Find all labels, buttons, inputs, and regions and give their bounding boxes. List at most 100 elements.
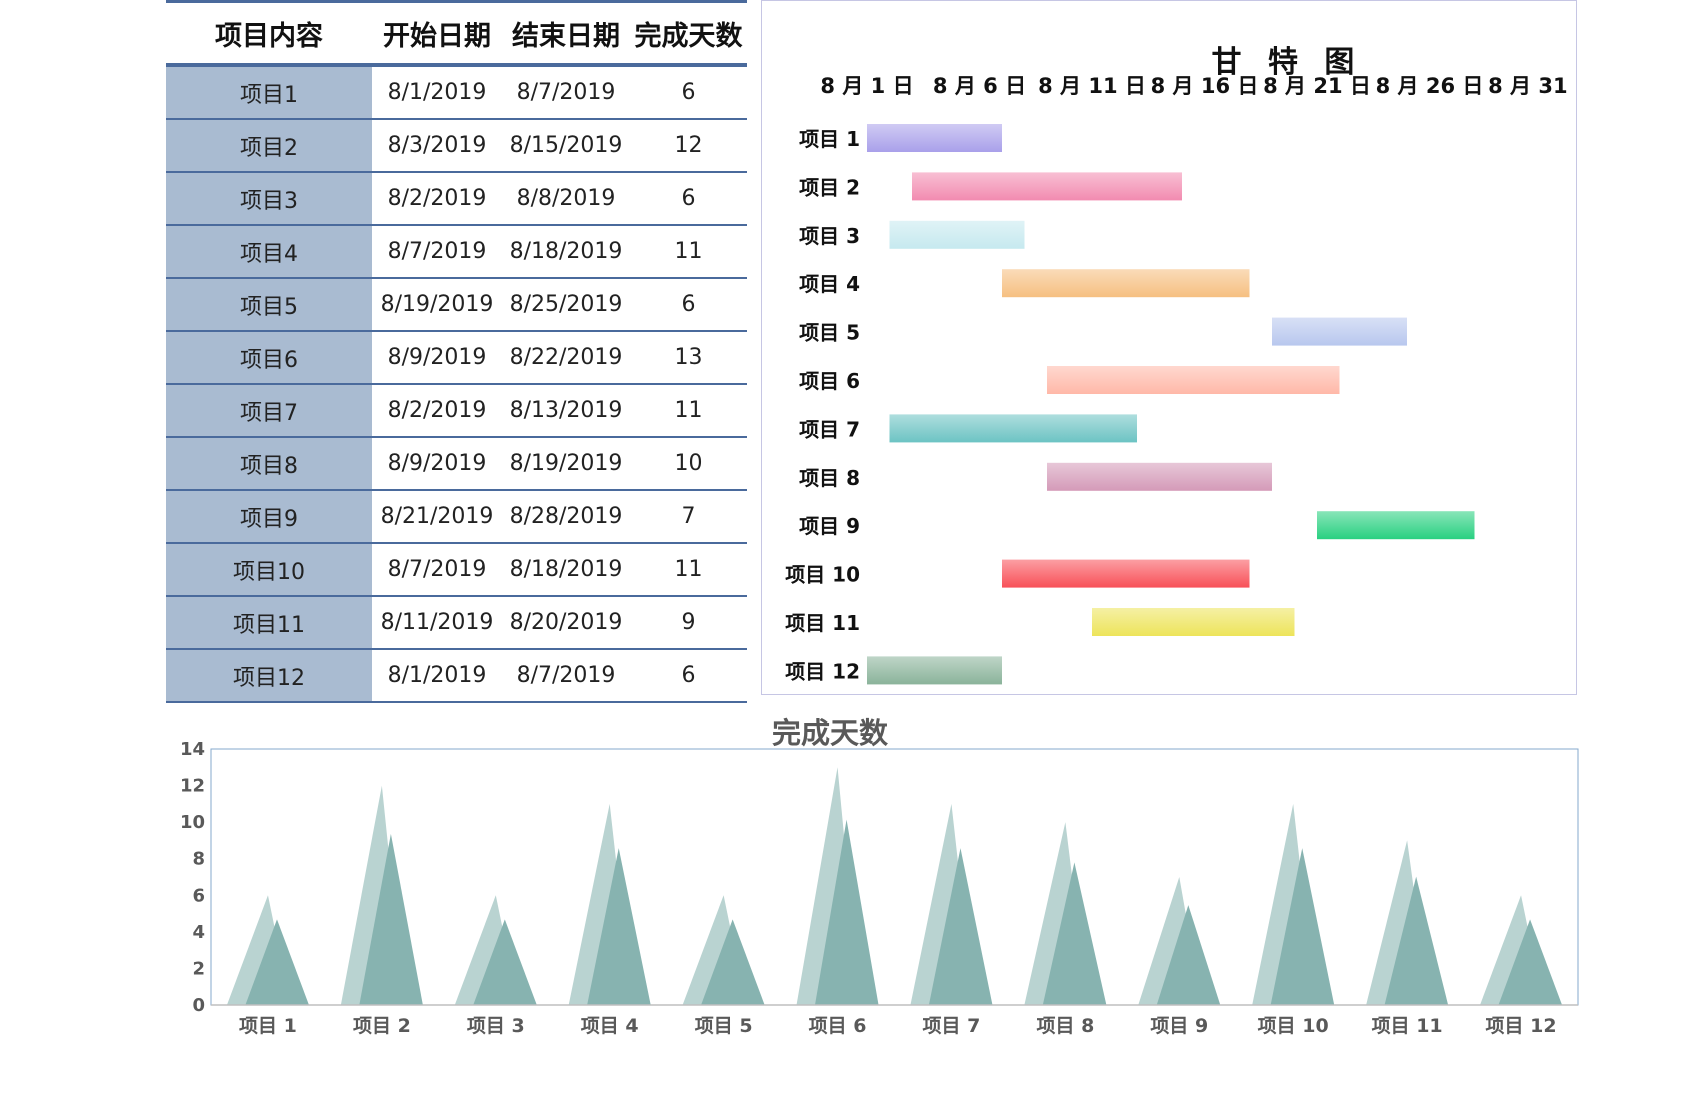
cell-end-date: 8/20/2019 [502, 596, 630, 650]
table-row: 项目2 8/3/2019 8/15/2019 12 [166, 119, 747, 173]
gantt-x-tick-label: 8 月 11 日 [1038, 74, 1146, 98]
table-row: 项目10 8/7/2019 8/18/2019 11 [166, 543, 747, 597]
cell-start-date: 8/1/2019 [372, 65, 502, 120]
area-x-tick-label: 项目 4 [581, 1015, 639, 1037]
area-x-tick-label: 项目 8 [1036, 1015, 1094, 1037]
gantt-bar [1092, 608, 1295, 636]
cell-end-date: 8/22/2019 [502, 331, 630, 385]
area-y-tick-label: 14 [180, 739, 205, 760]
cell-days: 6 [630, 65, 747, 120]
cell-end-date: 8/28/2019 [502, 490, 630, 544]
table-row: 项目7 8/2/2019 8/13/2019 11 [166, 384, 747, 438]
table-header-row: 项目内容 开始日期 结束日期 完成天数 [166, 0, 747, 67]
gantt-bar [889, 220, 1025, 249]
cell-start-date: 8/9/2019 [372, 437, 502, 491]
gantt-category-label: 项目 10 [785, 563, 860, 587]
gantt-bar [1272, 317, 1407, 346]
cell-start-date: 8/7/2019 [372, 543, 502, 597]
area-peak [245, 919, 309, 1005]
gantt-x-tick-label: 8 月 1 日 [820, 74, 913, 98]
cell-days: 6 [630, 172, 747, 226]
area-y-tick-label: 8 [192, 849, 205, 870]
gantt-bar [1047, 462, 1272, 491]
cell-start-date: 8/19/2019 [372, 278, 502, 332]
cell-end-date: 8/8/2019 [502, 172, 630, 226]
cell-days: 6 [630, 649, 747, 703]
area-peak [1156, 905, 1221, 1005]
cell-start-date: 8/21/2019 [372, 490, 502, 544]
gantt-x-tick-label: 8 月 26 日 [1376, 74, 1484, 98]
gantt-category-label: 项目 1 [799, 127, 860, 151]
area-y-tick-label: 12 [180, 776, 205, 797]
cell-project: 项目8 [166, 437, 372, 491]
cell-project: 项目7 [166, 384, 372, 438]
cell-days: 11 [630, 543, 747, 597]
gantt-category-label: 项目 2 [799, 175, 860, 199]
gantt-category-label: 项目 9 [799, 514, 860, 538]
area-x-tick-label: 项目 7 [923, 1015, 981, 1037]
area-y-tick-label: 10 [180, 812, 205, 833]
gantt-x-tick-label: 8 月 31 日 [1488, 74, 1578, 98]
cell-project: 项目4 [166, 225, 372, 279]
area-x-tick-label: 项目 12 [1486, 1015, 1557, 1037]
cell-start-date: 8/11/2019 [372, 596, 502, 650]
cell-days: 11 [630, 384, 747, 438]
area-peak [928, 848, 993, 1005]
gantt-x-tick-label: 8 月 16 日 [1151, 74, 1259, 98]
area-plot-frame [210, 748, 1579, 1006]
area-x-tick-label: 项目 9 [1150, 1015, 1208, 1037]
area-x-tick-label: 项目 11 [1372, 1015, 1443, 1037]
area-peak [1498, 919, 1563, 1005]
area-peak [701, 919, 765, 1005]
gantt-category-label: 项目 7 [799, 417, 860, 441]
cell-project: 项目3 [166, 172, 372, 226]
gantt-bar [912, 172, 1182, 201]
area-peak [587, 848, 651, 1005]
gantt-bar [889, 414, 1137, 443]
table-row: 项目12 8/1/2019 8/7/2019 6 [166, 649, 747, 703]
cell-start-date: 8/3/2019 [372, 119, 502, 173]
area-x-tick-label: 项目 3 [467, 1015, 525, 1037]
area-y-tick-label: 0 [192, 995, 205, 1016]
gantt-category-label: 项目 5 [799, 321, 860, 345]
gantt-category-label: 项目 11 [785, 611, 860, 635]
table-row: 项目6 8/9/2019 8/22/2019 13 [166, 331, 747, 385]
cell-end-date: 8/18/2019 [502, 225, 630, 279]
gantt-category-label: 项目 4 [799, 272, 860, 296]
cell-start-date: 8/2/2019 [372, 384, 502, 438]
area-y-tick-label: 6 [192, 885, 205, 906]
cell-start-date: 8/9/2019 [372, 331, 502, 385]
gantt-category-label: 项目 12 [785, 659, 860, 683]
gantt-bar [1317, 511, 1475, 540]
table-row: 项目11 8/11/2019 8/20/2019 9 [166, 596, 747, 650]
area-peak [1042, 862, 1107, 1005]
area-peak [814, 819, 879, 1005]
cell-project: 项目1 [166, 65, 372, 120]
area-peak [1384, 876, 1449, 1005]
cell-project: 项目9 [166, 490, 372, 544]
cell-project: 项目2 [166, 119, 372, 173]
header-end-date: 结束日期 [502, 0, 630, 67]
cell-project: 项目5 [166, 278, 372, 332]
cell-days: 12 [630, 119, 747, 173]
gantt-bar [1002, 559, 1250, 588]
cell-end-date: 8/7/2019 [502, 65, 630, 120]
cell-days: 13 [630, 331, 747, 385]
table-row: 项目3 8/2/2019 8/8/2019 6 [166, 172, 747, 226]
table-row: 项目1 8/1/2019 8/7/2019 6 [166, 65, 747, 120]
area-x-tick-label: 项目 10 [1258, 1015, 1329, 1037]
header-start-date: 开始日期 [372, 0, 502, 67]
cell-days: 9 [630, 596, 747, 650]
header-project: 项目内容 [166, 0, 372, 67]
gantt-bar [1002, 269, 1250, 298]
area-peak [1270, 848, 1335, 1005]
cell-start-date: 8/7/2019 [372, 225, 502, 279]
area-peak [359, 833, 423, 1005]
gantt-category-label: 项目 8 [799, 466, 860, 490]
gantt-x-tick-label: 8 月 6 日 [933, 74, 1026, 98]
gantt-bar [867, 124, 1002, 152]
cell-days: 6 [630, 278, 747, 332]
cell-days: 11 [630, 225, 747, 279]
